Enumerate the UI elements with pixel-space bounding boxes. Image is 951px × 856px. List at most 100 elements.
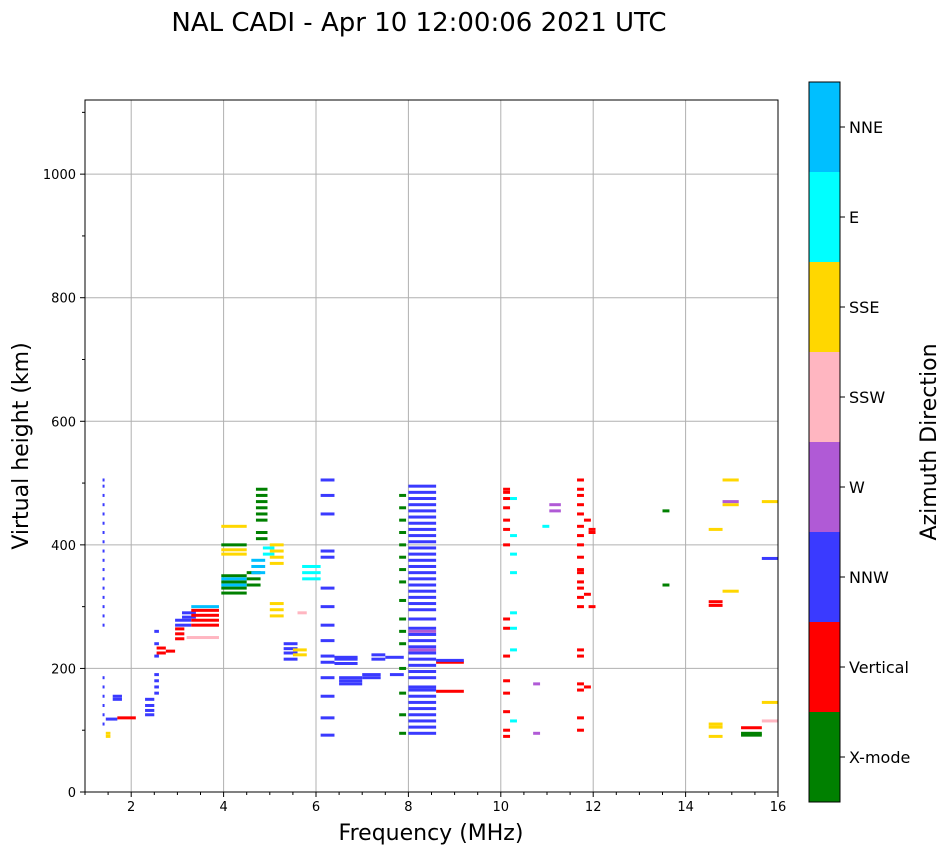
echo-point: [117, 716, 136, 720]
echo-point: [503, 710, 511, 714]
echo-point: [583, 685, 591, 689]
echo-point: [510, 648, 517, 652]
echo-point: [320, 493, 335, 497]
echo-point: [156, 651, 166, 655]
echo-point: [741, 733, 762, 737]
echo-point: [105, 734, 111, 738]
echo-point: [542, 524, 550, 528]
echo-point: [408, 632, 437, 636]
echo-point: [577, 716, 584, 720]
echo-point: [741, 726, 762, 730]
echo-point: [577, 487, 584, 491]
echo-point: [112, 694, 122, 698]
echo-point: [577, 534, 584, 538]
y-tick-label: 200: [51, 662, 76, 677]
echo-point: [722, 478, 739, 482]
echo-point: [436, 658, 464, 662]
colorbar-segment: [809, 82, 840, 172]
echo-point: [102, 568, 105, 572]
y-tick-label: 400: [51, 539, 76, 554]
echo-point: [408, 558, 437, 562]
echo-point: [102, 623, 105, 627]
echo-point: [186, 636, 219, 640]
echo-point: [255, 531, 268, 534]
echo-point: [549, 503, 561, 507]
echo-point: [102, 558, 105, 562]
echo-point: [246, 583, 261, 587]
echo-point: [255, 487, 268, 491]
echo-point: [399, 506, 407, 510]
echo-point: [510, 571, 517, 575]
echo-traces: [102, 478, 778, 738]
echo-point: [102, 503, 105, 507]
echo-point: [320, 478, 335, 482]
echo-point: [510, 552, 517, 556]
echo-point: [191, 618, 219, 622]
colorbar-segment: [809, 622, 840, 712]
echo-point: [102, 577, 105, 581]
echo-point: [112, 697, 122, 701]
echo-point: [399, 642, 407, 646]
echo-point: [503, 728, 511, 732]
x-tick-label: 12: [585, 800, 602, 815]
echo-point: [577, 478, 584, 482]
echo-point: [399, 666, 407, 670]
echo-point: [408, 657, 437, 661]
echo-point: [154, 691, 159, 695]
echo-point: [408, 663, 437, 667]
echo-point: [320, 733, 335, 737]
echo-point: [577, 568, 584, 572]
colorbar-tick-label: E: [849, 208, 859, 227]
echo-point: [722, 500, 739, 504]
colorbar-segment: [809, 712, 840, 802]
echo-point: [154, 629, 159, 633]
echo-point: [385, 655, 404, 659]
echo-point: [503, 490, 511, 494]
echo-point: [102, 694, 105, 698]
colorbar-segment: [809, 262, 840, 352]
echo-point: [221, 574, 247, 578]
echo-point: [251, 571, 266, 575]
echo-point: [577, 503, 584, 507]
echo-point: [510, 719, 517, 723]
echo-point: [436, 660, 464, 664]
echo-point: [503, 691, 511, 695]
echo-point: [320, 555, 335, 559]
echo-point: [320, 512, 335, 516]
echo-point: [191, 623, 219, 627]
echo-point: [283, 647, 298, 651]
colorbar-tick-label: NNW: [849, 568, 889, 587]
echo-point: [503, 654, 511, 658]
echo-point: [588, 605, 596, 609]
echo-point: [588, 531, 596, 534]
x-tick-label: 10: [493, 800, 510, 815]
echo-point: [292, 653, 307, 657]
echo-point: [320, 623, 335, 627]
echo-point: [334, 661, 358, 665]
echo-point: [577, 595, 584, 599]
echo-point: [221, 583, 247, 587]
echo-point: [320, 716, 335, 720]
echo-point: [708, 603, 723, 607]
echo-point: [510, 534, 517, 538]
colorbar-tick-label: NNE: [849, 118, 883, 137]
echo-point: [408, 571, 437, 575]
echo-point: [761, 719, 778, 723]
echo-point: [408, 503, 437, 507]
echo-point: [269, 608, 284, 612]
x-axis-label: Frequency (MHz): [339, 821, 524, 846]
colorbar-tick-label: SSW: [849, 388, 885, 407]
echo-point: [145, 697, 155, 701]
echo-point: [105, 731, 111, 735]
colorbar-segment: [809, 352, 840, 442]
echo-point: [408, 589, 437, 593]
echo-point: [154, 679, 159, 683]
echo-point: [399, 691, 407, 695]
echo-point: [408, 670, 437, 674]
echo-point: [165, 649, 176, 653]
echo-point: [102, 493, 105, 497]
echo-point: [246, 577, 261, 581]
echo-point: [297, 611, 307, 615]
echo-point: [102, 540, 105, 544]
echo-point: [221, 524, 247, 528]
